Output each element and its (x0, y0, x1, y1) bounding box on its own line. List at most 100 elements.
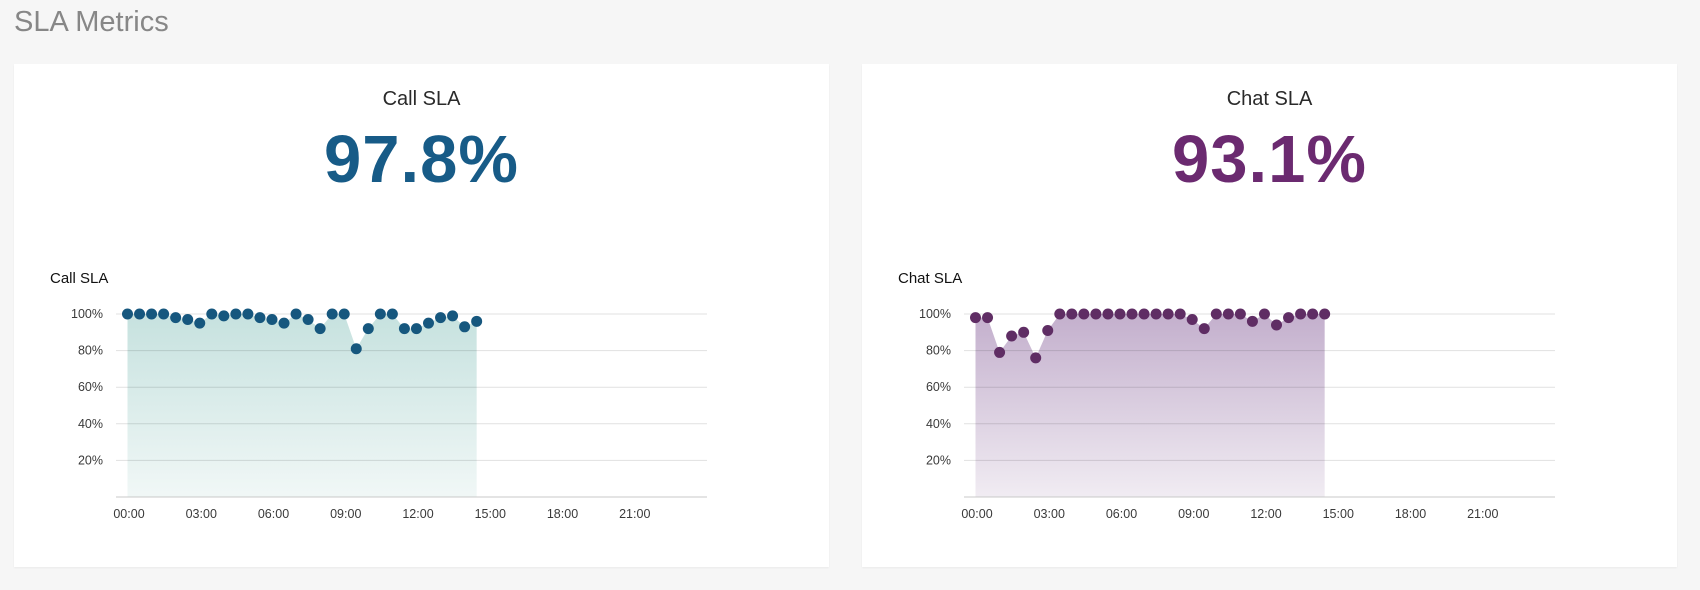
y-tick-label: 100% (71, 307, 103, 321)
chart-dot (158, 308, 170, 320)
chat-sla-card: Chat SLA 93.1% Chat SLA 100% 80% 60% 40% 20%… (862, 64, 1677, 567)
chart-dot (170, 312, 182, 324)
chart-dot (230, 308, 242, 320)
area-chart-svg: 100% 80% 60% 40% 20% 00:00 03:00 06:00 09:00 12:0… (919, 307, 1555, 521)
y-tick-label: 60% (78, 380, 103, 394)
x-tick-label: 12:00 (402, 507, 433, 521)
chart-dot (1078, 308, 1090, 320)
x-tick-label: 21:00 (619, 507, 650, 521)
chart-dot (1246, 315, 1258, 327)
chart-title: Chat SLA (898, 270, 963, 287)
x-tick-label: 09:00 (330, 507, 361, 521)
chart-dot (1271, 319, 1282, 331)
x-tick-label: 03:00 (1034, 507, 1065, 521)
chart-dot (1319, 308, 1331, 320)
chart-dot (278, 317, 290, 329)
area-chart-svg: 100% 80% 60% 40% 20% 00:00 03:00 06:00 09:00 12:0… (71, 307, 707, 521)
chart-dot (423, 317, 434, 329)
chart-dot (1066, 308, 1078, 320)
y-tick-label: 80% (926, 344, 951, 358)
chart-dot (314, 323, 326, 335)
chart-dot (1042, 324, 1054, 336)
y-tick-label: 80% (78, 344, 103, 358)
chart-dot (1295, 308, 1307, 320)
x-tick-label: 18:00 (1395, 507, 1426, 521)
chart-dot (290, 308, 302, 320)
chart-dot (206, 308, 218, 320)
chart-dot (302, 313, 314, 325)
chart-dot (374, 308, 386, 320)
x-tick-label: 15:00 (475, 507, 506, 521)
chart-dot (1162, 308, 1174, 320)
chart-dot (1018, 326, 1030, 338)
sla-trend-chart: 100% 80% 60% 40% 20% 00:00 03:00 06:00 09:00 12:0… (14, 296, 754, 556)
chart-dot (1090, 308, 1102, 320)
chart-title: Call SLA (50, 270, 109, 287)
chart-dot (362, 323, 374, 335)
x-tick-label: 06:00 (258, 507, 289, 521)
chart-dot (218, 310, 230, 322)
chart-dot (1222, 308, 1234, 320)
chart-dot (1283, 312, 1295, 324)
chart-dot (1186, 313, 1198, 325)
chart-dot (338, 308, 350, 320)
chart-dot (1126, 308, 1138, 320)
chart-dot (459, 321, 471, 333)
chart-dot (134, 308, 146, 320)
chart-dot (1174, 308, 1186, 320)
y-tick-label: 100% (919, 307, 951, 321)
y-tick-label: 60% (926, 380, 951, 394)
y-tick-label: 40% (926, 417, 951, 431)
chart-dot (435, 312, 447, 324)
chart-area (975, 314, 1325, 497)
sla-trend-chart: 100% 80% 60% 40% 20% 00:00 03:00 06:00 09:00 12:0… (862, 296, 1602, 556)
metric-value: 97.8% (324, 122, 519, 197)
chart-dot (398, 323, 410, 335)
chart-dot (1114, 308, 1126, 320)
chart-dot (1198, 323, 1210, 335)
x-tick-label: 12:00 (1250, 507, 1281, 521)
chart-dot (254, 312, 266, 324)
chart-area (127, 314, 477, 497)
card-title: Chat SLA (1226, 88, 1313, 110)
chart-dot (242, 308, 254, 320)
x-tick-label: 18:00 (547, 507, 578, 521)
chart-dot (1030, 352, 1042, 364)
x-tick-label: 15:00 (1323, 507, 1354, 521)
chart-dot (1234, 308, 1246, 320)
chart-dot (447, 310, 459, 322)
chart-dot (122, 308, 133, 320)
x-tick-label: 09:00 (1178, 507, 1209, 521)
chart-dot (1150, 308, 1162, 320)
chart-dot (1138, 308, 1150, 320)
chart-dot (1006, 330, 1018, 342)
card-title: Call SLA (382, 88, 461, 110)
x-tick-label: 06:00 (1106, 507, 1137, 521)
chart-dot (1102, 308, 1114, 320)
y-tick-label: 40% (78, 417, 103, 431)
chart-dot (410, 323, 422, 335)
y-tick-label: 20% (78, 453, 103, 467)
chart-dot (1054, 308, 1066, 320)
chart-dot (386, 308, 398, 320)
chart-dot (1258, 308, 1270, 320)
chart-dot (326, 308, 338, 320)
x-tick-label: 00:00 (113, 507, 144, 521)
page-title: SLA Metrics (14, 6, 169, 38)
chart-dot (194, 317, 206, 329)
chart-dot (970, 312, 981, 324)
metric-value: 93.1% (1172, 122, 1367, 197)
x-tick-label: 21:00 (1467, 507, 1498, 521)
chart-dot (266, 313, 278, 325)
x-tick-label: 03:00 (186, 507, 217, 521)
call-sla-card: Call SLA 97.8% Call SLA 100% 80% 60% 40% 20%… (14, 64, 829, 567)
chart-dot (146, 308, 158, 320)
chart-dot (471, 315, 483, 327)
x-tick-label: 00:00 (961, 507, 992, 521)
chart-dot (982, 312, 994, 324)
chart-dot (350, 343, 362, 355)
chart-dot (182, 313, 194, 325)
y-tick-label: 20% (926, 453, 951, 467)
chart-dot (1307, 308, 1319, 320)
chart-dot (1210, 308, 1222, 320)
